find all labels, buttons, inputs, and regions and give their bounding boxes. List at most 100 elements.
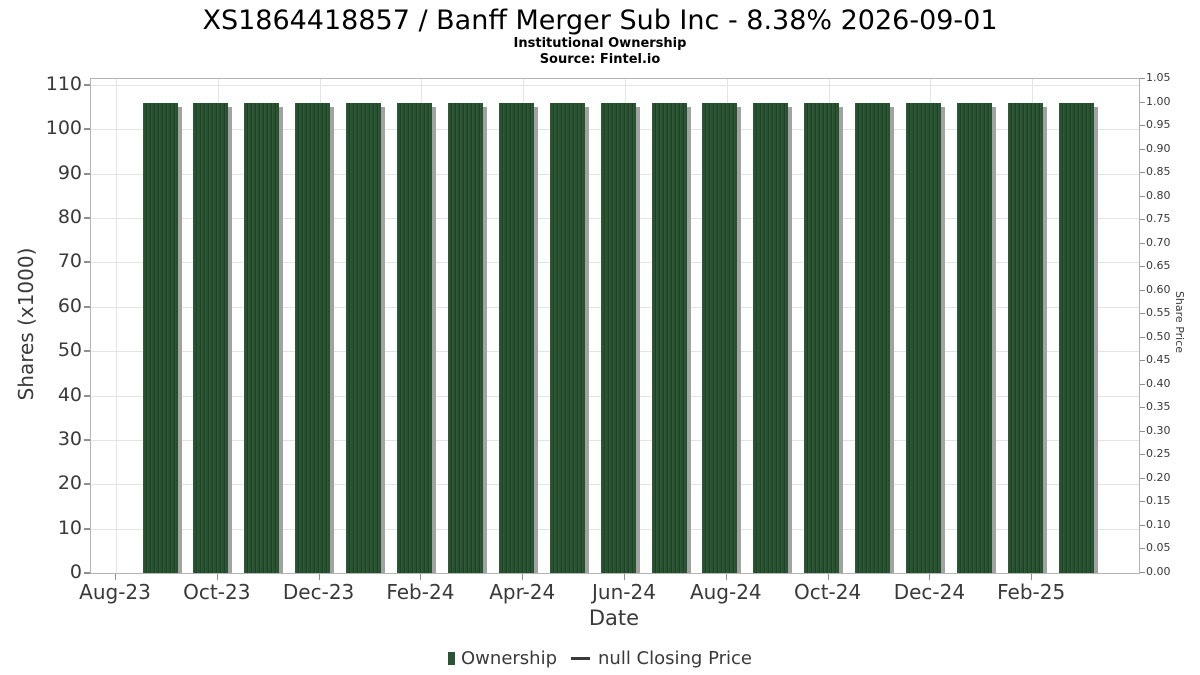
- y-right-tick-mark: [1140, 430, 1145, 432]
- y-right-tick-label: 1.05: [1146, 71, 1171, 84]
- ownership-bar[interactable]: [1058, 102, 1094, 573]
- ownership-bar[interactable]: [549, 102, 585, 573]
- y-right-tick-mark: [1140, 548, 1145, 550]
- x-tick-mark: [115, 574, 116, 580]
- y-right-tick-mark: [1140, 101, 1145, 103]
- x-tick-label: Apr-24: [489, 580, 556, 604]
- y-left-tick-label: 10: [57, 516, 82, 539]
- ownership-bar[interactable]: [956, 102, 992, 573]
- y-right-tick-label: 0.55: [1146, 306, 1171, 320]
- y-right-tick-mark: [1140, 289, 1145, 291]
- y-right-tick-label: 0.60: [1146, 282, 1171, 296]
- ownership-bar[interactable]: [142, 102, 178, 573]
- chart-title: XS1864418857 / Banff Merger Sub Inc - 8.…: [202, 5, 998, 36]
- legend-item-ownership[interactable]: Ownership: [448, 648, 557, 669]
- y-left-tick-mark: [84, 172, 90, 175]
- x-tick-label: Aug-23: [79, 580, 151, 604]
- ownership-bar[interactable]: [193, 102, 229, 573]
- y-right-tick-label: 1.00: [1146, 94, 1171, 108]
- y-right-tick-label: 0.20: [1146, 470, 1171, 484]
- legend-label-closing-price: null Closing Price: [598, 647, 752, 669]
- y-left-tick-mark: [84, 572, 90, 574]
- x-tick-mark: [827, 574, 829, 580]
- chart-legend: Ownership null Closing Price: [0, 644, 1200, 672]
- y-right-tick-mark: [1140, 407, 1145, 409]
- y-right-tick-label: 0.25: [1146, 447, 1171, 461]
- ownership-bar[interactable]: [855, 102, 891, 573]
- x-tick-label: Dec-23: [282, 580, 355, 604]
- y-left-tick-mark: [84, 261, 90, 264]
- y-right-tick-label: 0.70: [1146, 235, 1171, 249]
- y-left-tick-mark: [84, 84, 90, 87]
- y-right-tick-mark: [1140, 454, 1145, 456]
- y-right-tick-label: 0.75: [1146, 212, 1171, 226]
- y-left-tick-mark: [84, 483, 90, 486]
- y-left-tick-label: 20: [57, 472, 82, 495]
- x-tick-label: Oct-23: [183, 580, 251, 604]
- x-tick-mark: [216, 574, 218, 580]
- y-left-tick-label: 50: [57, 339, 82, 362]
- y-left-tick-label: 100: [45, 117, 82, 140]
- y-left-tick-label: 90: [57, 161, 82, 184]
- y-right-tick-mark: [1140, 195, 1145, 197]
- ownership-bar[interactable]: [600, 102, 636, 573]
- x-tick-mark: [522, 574, 524, 580]
- y-right-tick-label: 0.40: [1146, 376, 1171, 390]
- y-right-tick-mark: [1140, 524, 1145, 526]
- y-right-tick-mark: [1140, 572, 1145, 573]
- y-left-tick-mark: [84, 217, 90, 220]
- ownership-bar[interactable]: [804, 102, 840, 573]
- ownership-bar[interactable]: [346, 102, 382, 573]
- y-left-tick-mark: [84, 394, 90, 397]
- v-gridline: [116, 79, 117, 573]
- x-tick-label: Jun-24: [592, 580, 656, 604]
- y-right-tick-mark: [1140, 501, 1145, 503]
- y-right-tick-label: 0.05: [1146, 541, 1171, 555]
- x-tick-mark: [1031, 574, 1033, 580]
- x-tick-label: Feb-24: [386, 580, 455, 604]
- ownership-bar[interactable]: [753, 102, 789, 573]
- x-tick-mark: [420, 574, 422, 580]
- ownership-bar[interactable]: [702, 102, 738, 573]
- y-right-tick-mark: [1140, 336, 1145, 338]
- y-right-tick-label: 0.50: [1146, 329, 1171, 343]
- y-left-tick-label: 30: [57, 427, 82, 450]
- y-right-tick-label: 0.30: [1146, 423, 1171, 437]
- y-right-tick-mark: [1140, 148, 1145, 150]
- x-tick-mark: [624, 574, 625, 580]
- y-left-tick-label: 110: [45, 73, 82, 96]
- h-gridline: [91, 85, 1139, 87]
- ownership-bar[interactable]: [651, 102, 687, 573]
- y-right-tick-mark: [1140, 172, 1145, 174]
- x-tick-mark: [725, 574, 727, 580]
- y-right-tick-mark: [1140, 242, 1145, 244]
- y-right-tick-label: 0.45: [1146, 353, 1171, 367]
- x-tick-label: Aug-24: [689, 580, 762, 604]
- plot-area: [90, 78, 1140, 574]
- x-axis-title: Date: [588, 606, 640, 630]
- y-left-tick-label: 60: [57, 294, 82, 317]
- ownership-bar[interactable]: [244, 102, 280, 573]
- ownership-bar[interactable]: [906, 102, 941, 573]
- chart-source-attribution: Source: Fintel.io: [539, 52, 661, 67]
- ownership-bar[interactable]: [447, 102, 483, 573]
- chart-subtitle: Institutional Ownership: [513, 36, 687, 51]
- y-right-tick-mark: [1140, 219, 1145, 221]
- y-right-tick-label: 0.00: [1146, 565, 1171, 578]
- ownership-bar[interactable]: [498, 102, 534, 573]
- ownership-swatch-icon: [448, 651, 456, 665]
- y-right-tick-label: 0.15: [1146, 494, 1171, 508]
- x-tick-label: Oct-24: [793, 580, 862, 604]
- y-left-tick-mark: [84, 350, 90, 353]
- y-right-tick-label: 0.65: [1146, 259, 1171, 273]
- x-tick-mark: [318, 574, 320, 580]
- legend-item-closing-price[interactable]: null Closing Price: [557, 648, 752, 669]
- ownership-bar[interactable]: [397, 102, 432, 573]
- y-left-tick-label: 70: [57, 250, 82, 273]
- x-tick-label: Feb-25: [997, 580, 1066, 604]
- ownership-bar[interactable]: [295, 102, 331, 573]
- ownership-bar[interactable]: [1007, 102, 1043, 573]
- x-tick-label: Dec-24: [893, 580, 966, 604]
- y-right-tick-mark: [1140, 78, 1145, 79]
- y-right-tick-label: 0.85: [1146, 165, 1171, 179]
